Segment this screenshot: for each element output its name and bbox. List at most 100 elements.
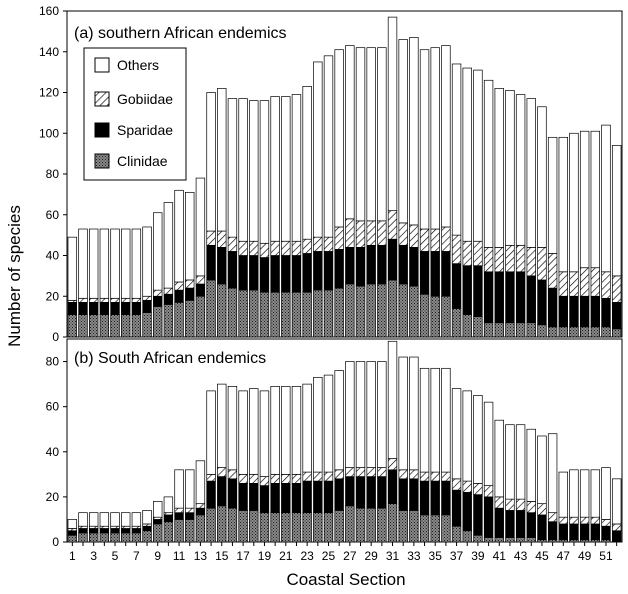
bar-sparidae-b-19 [259,485,270,514]
y-tick-label-a-40: 40 [46,249,60,263]
bar-gobiidae-b-50 [590,516,600,525]
bar-others-b-15 [217,383,227,468]
bar-clinidae-a-51 [601,326,611,338]
bar-sparidae-b-18 [249,483,259,511]
bar-clinidae-a-18 [249,289,259,338]
bar-clinidae-a-39 [473,316,483,338]
bar-others-a-20 [270,96,280,242]
bar-sparidae-b-5 [110,528,120,534]
bar-gobiidae-a-24 [313,236,323,252]
bar-others-b-40 [483,401,494,486]
bar-clinidae-b-35 [430,514,440,543]
bar-clinidae-a-16 [227,287,238,338]
bar-clinidae-b-15 [217,505,227,543]
bar-gobiidae-b-17 [238,473,248,484]
panel-b-bars [67,340,622,543]
bar-others-a-41 [494,88,504,248]
bar-others-a-21 [281,96,291,242]
bar-sparidae-a-22 [291,255,302,293]
bar-others-a-17 [238,98,248,242]
bar-sparidae-a-9 [153,295,163,307]
bar-others-a-9 [153,212,163,291]
bar-sparidae-a-15 [217,247,227,285]
bar-others-b-27 [345,361,355,468]
bar-gobiidae-b-26 [334,469,344,480]
bar-clinidae-a-48 [569,326,579,338]
bar-gobiidae-a-45 [537,247,547,281]
bar-sparidae-b-2 [78,528,88,534]
bar-sparidae-b-3 [88,528,99,534]
bar-others-b-35 [430,367,440,473]
bar-sparidae-a-39 [473,265,483,317]
bar-others-b-24 [313,376,323,473]
y-tick-label-b-80: 80 [46,355,60,369]
bar-gobiidae-a-20 [270,240,280,256]
bar-sparidae-a-30 [377,244,387,285]
bar-gobiidae-b-43 [515,498,526,511]
bar-clinidae-a-20 [270,291,280,338]
bar-clinidae-a-33 [409,285,419,338]
panel-a-title: (a) southern African endemics [74,25,287,42]
bar-sparidae-b-17 [238,483,248,511]
x-tick-label-5: 5 [112,549,119,563]
panel-a-bars [67,16,622,338]
bar-clinidae-a-44 [526,322,536,338]
bar-others-a-30 [377,47,387,222]
bar-clinidae-b-19 [259,512,270,543]
bar-sparidae-b-6 [121,528,131,534]
bar-clinidae-a-13 [195,295,206,338]
x-tick-label-33: 33 [407,549,421,563]
bar-sparidae-a-16 [227,251,238,289]
bar-gobiidae-b-36 [441,471,451,482]
bar-others-a-33 [409,37,419,226]
y-tick-label-a-0: 0 [52,330,59,344]
bar-others-b-2 [78,512,88,527]
bar-clinidae-b-37 [451,525,462,543]
bar-gobiidae-a-4 [99,297,110,303]
bar-clinidae-b-6 [121,532,131,543]
bar-clinidae-b-4 [99,532,110,543]
bar-sparidae-a-31 [387,238,398,281]
x-tick-label-51: 51 [599,549,613,563]
bar-others-a-27 [345,45,355,220]
bar-others-a-8 [142,226,152,297]
bar-sparidae-b-25 [323,480,334,514]
bar-clinidae-b-27 [345,505,355,543]
bar-others-a-24 [313,61,323,238]
bar-clinidae-a-50 [590,326,600,338]
bar-clinidae-a-15 [217,283,227,338]
bar-others-a-18 [249,100,259,242]
bar-sparidae-b-16 [227,478,238,509]
bar-clinidae-b-28 [355,507,366,543]
bar-sparidae-a-35 [430,251,440,297]
x-tick-label-35: 35 [429,549,443,563]
bar-clinidae-a-25 [323,289,334,338]
bar-sparidae-a-33 [409,247,419,287]
bar-sparidae-b-45 [537,514,547,541]
bar-sparidae-a-37 [451,263,462,309]
y-tick-label-a-160: 160 [39,4,59,18]
x-tick-label-39: 39 [471,549,485,563]
bar-gobiidae-b-28 [355,467,366,477]
bar-sparidae-b-14 [206,480,216,509]
bar-clinidae-a-30 [377,283,387,338]
x-tick-label-17: 17 [236,549,250,563]
bar-clinidae-a-7 [131,314,142,338]
bar-clinidae-b-7 [131,532,142,543]
bar-sparidae-a-34 [419,251,430,295]
legend-label-others: Others [117,57,159,73]
bar-others-b-9 [153,501,163,518]
bar-gobiidae-a-22 [291,240,302,256]
bar-gobiidae-a-12 [185,279,195,289]
bar-others-a-5 [110,228,120,299]
y-tick-label-a-140: 140 [39,45,59,59]
bar-clinidae-a-23 [302,291,312,338]
bar-sparidae-b-20 [270,483,280,514]
bar-clinidae-b-23 [302,512,312,543]
bar-gobiidae-a-21 [281,240,291,256]
bar-sparidae-a-1 [67,302,78,315]
bar-others-b-21 [281,386,291,475]
bar-clinidae-a-29 [366,283,376,338]
bar-others-a-12 [185,191,195,281]
bar-sparidae-b-48 [569,523,579,541]
